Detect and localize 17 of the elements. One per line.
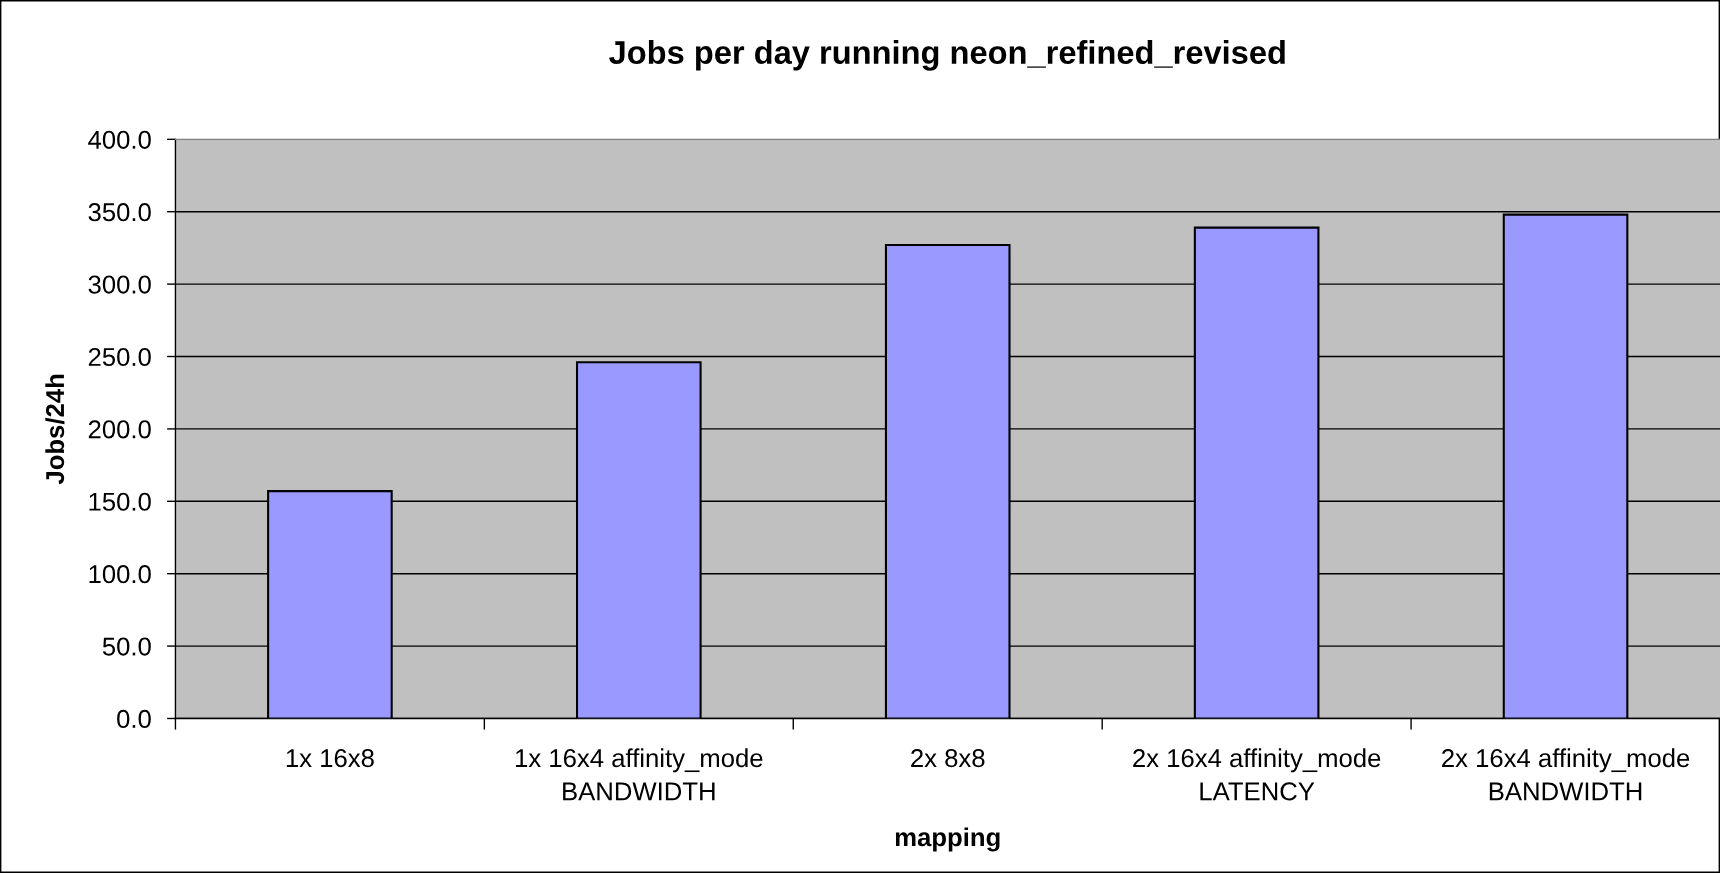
x-tick-label: 1x 16x8 bbox=[286, 749, 374, 768]
y-tick-label: 150.0 bbox=[89, 492, 151, 511]
y-tick-label: 250.0 bbox=[88, 347, 151, 367]
y-tick-label: 350.0 bbox=[88, 203, 151, 222]
x-tick-label: 2x 16x4 affinity_mode BANDWIDTH bbox=[1442, 748, 1690, 801]
y-tick-label: 50.0 bbox=[102, 637, 151, 656]
x-tick-label: 2x 8x8 bbox=[911, 749, 985, 768]
y-tick-label: 300.0 bbox=[88, 275, 151, 294]
x-axis-title: mapping bbox=[895, 827, 1000, 852]
y-tick-label: 0.0 bbox=[117, 709, 151, 729]
y-tick-label: 200.0 bbox=[88, 420, 151, 439]
y-tick-label: 100.0 bbox=[89, 565, 151, 584]
y-axis-title: Jobs/24h bbox=[45, 374, 65, 485]
y-tick-label: 400.0 bbox=[88, 130, 151, 149]
x-tick-label: 1x 16x4 affinity_mode BANDWIDTH bbox=[516, 748, 763, 801]
x-tick-label: 2x 16x4 affinity_mode LATENCY bbox=[1133, 748, 1381, 801]
chart-title: Jobs per day running neon_refined_revised bbox=[609, 40, 1285, 71]
